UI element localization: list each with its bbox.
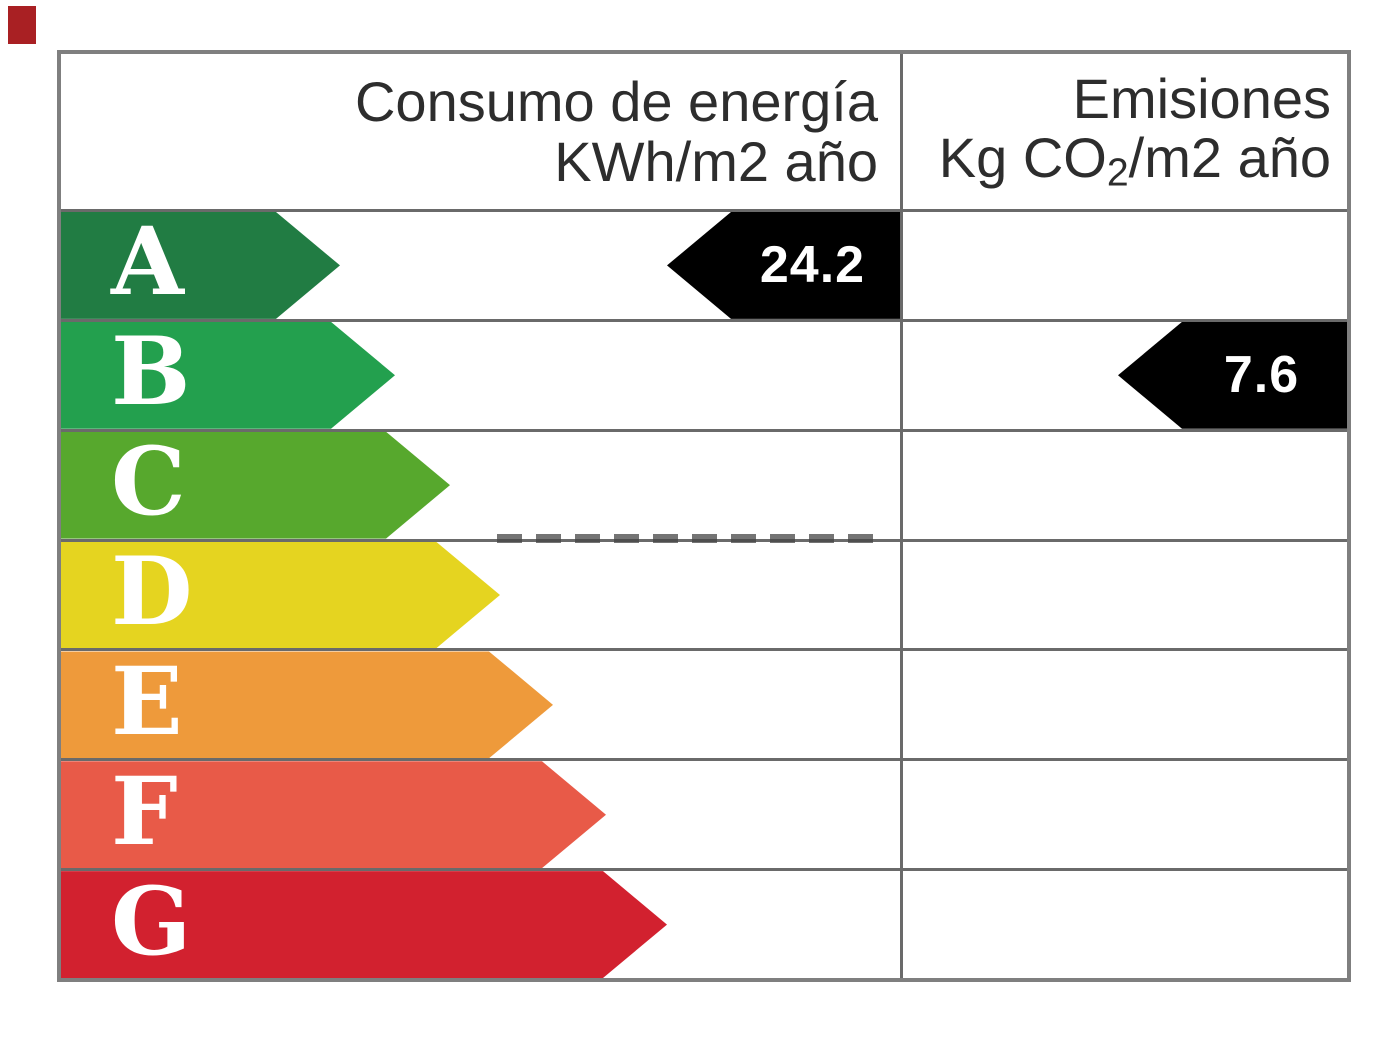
band-row-f: F: [61, 758, 1347, 868]
band-letter-d: D: [111, 537, 193, 647]
band-arrow-f: F: [61, 761, 606, 868]
band-row-e: E: [61, 648, 1347, 758]
band-letter-e: E: [111, 646, 183, 757]
emissions-unit-suffix: /m2 año: [1128, 126, 1331, 190]
emissions-unit-subscript: 2: [1106, 151, 1129, 195]
band-row-b: B 7.6: [61, 318, 1347, 429]
band-row-c: C: [61, 428, 1347, 539]
consumption-value-arrow: 24.2: [667, 212, 900, 319]
consumption-header: Consumo de energía KWh/m2 año: [61, 54, 900, 209]
band-letter-g: G: [111, 866, 192, 977]
band-row-a: A 24.2: [61, 209, 1347, 319]
band-letter-c: C: [111, 427, 186, 538]
energy-rating-table: Consumo de energía KWh/m2 año Emisiones …: [57, 50, 1351, 982]
band-letter-b: B: [111, 317, 191, 428]
red-marker-block: [8, 6, 36, 44]
column-divider: [900, 54, 903, 978]
band-arrow-b: B: [61, 322, 395, 429]
emissions-value: 7.6: [1223, 346, 1300, 405]
band-arrow-a: A: [61, 212, 340, 319]
consumption-header-line2: KWh/m2 año: [554, 129, 878, 193]
emissions-header-line2: Kg CO2/m2 año: [900, 128, 1331, 194]
band-row-d: D: [61, 538, 1347, 649]
emissions-header-line1: Emisiones: [1072, 66, 1331, 130]
emissions-unit-prefix: Kg CO: [938, 126, 1107, 190]
table-header: Consumo de energía KWh/m2 año Emisiones …: [61, 54, 1347, 209]
band-letter-f: F: [111, 756, 178, 867]
band-arrow-d: D: [61, 542, 500, 649]
band-row-g: G: [61, 868, 1347, 978]
consumption-header-line1: Consumo de energía: [354, 70, 878, 134]
band-arrow-g: G: [61, 871, 667, 978]
consumption-value: 24.2: [759, 236, 866, 295]
emissions-value-arrow: 7.6: [1118, 321, 1347, 429]
band-arrow-e: E: [61, 651, 553, 758]
emissions-header: Emisiones Kg CO2/m2 año: [900, 54, 1347, 209]
watermark-dashes: [497, 534, 882, 543]
band-arrow-c: C: [61, 432, 450, 539]
band-letter-a: A: [111, 207, 184, 318]
